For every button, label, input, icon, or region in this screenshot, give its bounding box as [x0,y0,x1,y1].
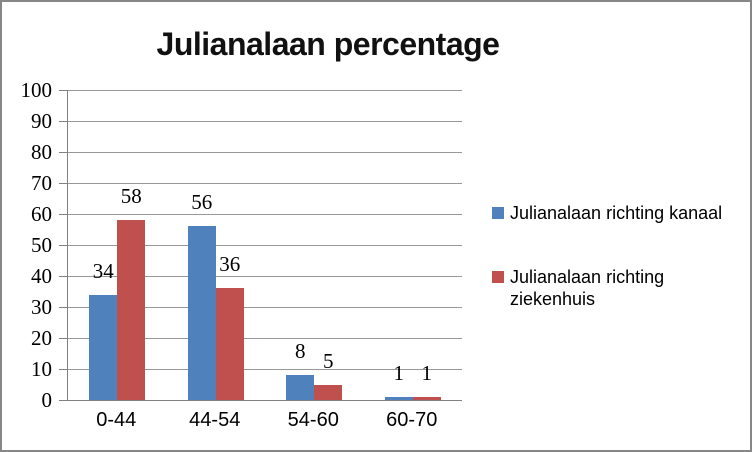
gridline [68,90,462,91]
y-axis-tick [59,90,68,91]
gridline [68,276,462,277]
legend-item: Julianalaan richting kanaal [492,202,750,224]
y-axis-tick [59,369,68,370]
bar-value-label: 8 [295,339,306,364]
x-tick-label: 0-44 [96,409,137,431]
y-axis-tick [59,214,68,215]
gridline [68,307,462,308]
bar [412,396,441,400]
bar-value-label: 58 [120,184,142,209]
y-tick-label: 30 [31,295,52,319]
bar-value-label: 36 [219,252,241,277]
legend-item: Julianalaan richting ziekenhuis [492,266,750,310]
gridline [68,338,462,339]
gridline [68,183,462,184]
y-axis-tick [59,183,68,184]
x-tick-label: 54-60 [287,409,339,431]
bar-value-label: 56 [191,190,213,215]
y-axis-tick [59,400,68,401]
gridline [68,214,462,215]
y-axis-tick [59,245,68,246]
legend-swatch [492,271,504,283]
y-tick-label: 90 [31,109,52,133]
bar-value-label: 34 [92,258,114,283]
bar [215,288,244,400]
bar-value-label: 1 [421,360,433,385]
bar [286,375,315,400]
y-axis-tick [59,152,68,153]
y-axis-tick [59,276,68,277]
y-tick-label: 70 [31,171,52,195]
y-tick-label: 40 [31,264,52,288]
bar-value-label: 5 [323,348,334,373]
bar [314,384,343,400]
gridline [68,152,462,153]
x-tick-label: 44-54 [189,409,241,431]
chart-title: Julianalaan percentage [156,26,500,62]
legend-swatch [492,207,504,219]
legend: Julianalaan richting kanaal Julianalaan r… [492,202,750,310]
y-tick-label: 80 [31,140,52,164]
legend-label: Julianalaan richting kanaal [510,203,723,223]
y-axis-tick [59,121,68,122]
x-tick-label: 60-70 [386,409,438,431]
legend-label: Julianalaan richting ziekenhuis [510,267,665,309]
bar [117,220,146,400]
bar [187,226,216,400]
gridline [68,245,462,246]
y-tick-label: 100 [20,78,53,102]
bar [384,396,413,400]
y-tick-label: 20 [31,326,52,350]
bar [89,294,118,400]
y-tick-label: 0 [41,388,53,412]
y-tick-label: 60 [31,202,52,226]
bar-value-label: 1 [393,360,405,385]
y-tick-label: 10 [31,357,52,381]
gridline [68,369,462,370]
y-tick-label: 50 [31,233,52,257]
gridline [68,121,462,122]
y-axis-tick [59,307,68,308]
y-axis-tick [59,338,68,339]
plot-area: 34 58 56 36 8 5 1 1 [59,90,462,401]
